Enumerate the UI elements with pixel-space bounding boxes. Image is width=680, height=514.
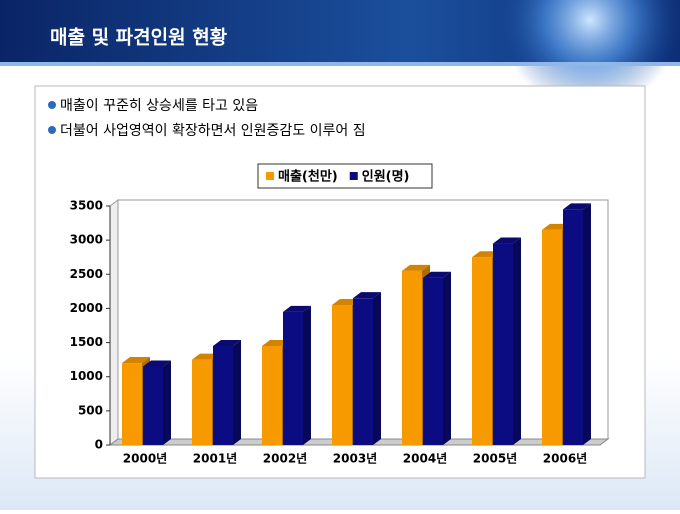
x-tick-label: 2006년: [543, 452, 587, 466]
legend-swatch: [266, 172, 274, 180]
y-tick-label: 3000: [70, 233, 103, 247]
bar: [563, 209, 583, 445]
bar-top: [493, 237, 521, 244]
x-tick-label: 2003년: [333, 452, 377, 466]
bar: [353, 298, 373, 445]
y-tick-label: 0: [95, 438, 103, 452]
chart: 0 500 1000 1500 2000 2500 3000 3500 2000년 2001년 20…: [70, 163, 610, 466]
bar-side: [163, 360, 171, 445]
bar-side: [443, 271, 451, 445]
bar-top: [283, 305, 311, 312]
legend-label: 매출(천만): [278, 169, 338, 185]
bar-top: [213, 339, 241, 346]
y-tick-label: 1000: [70, 369, 103, 383]
bullet-dot: [48, 126, 56, 134]
x-tick-label: 2002년: [263, 452, 307, 466]
bar: [402, 270, 422, 445]
bar-side: [583, 203, 591, 445]
bar-top: [402, 264, 430, 271]
bar-top: [423, 271, 451, 278]
bar: [472, 257, 492, 445]
bar: [192, 359, 212, 445]
bullet-text: 매출이 꾸준히 상승세를 타고 있음: [60, 98, 258, 114]
x-tick-label: 2004년: [403, 452, 447, 466]
y-tick-label: 2500: [70, 267, 103, 281]
legend-box: [257, 163, 433, 189]
bar: [262, 345, 282, 445]
side-wall: [109, 199, 119, 446]
bar-top: [563, 203, 591, 210]
bar: [213, 345, 233, 445]
bar: [332, 305, 352, 445]
bar-side: [513, 237, 521, 445]
bar-top: [143, 360, 171, 367]
legend-swatch: [349, 172, 358, 180]
bar: [542, 229, 562, 445]
bar-side: [373, 292, 381, 445]
y-tick-label: 2000: [70, 301, 103, 315]
bar-side: [233, 339, 241, 445]
header-title: 매출 및 파견인원 현황: [50, 26, 228, 49]
header-stripe: [0, 62, 680, 66]
bullet-dot: [48, 101, 56, 109]
x-tick-label: 2005년: [473, 452, 517, 466]
bar-top: [353, 292, 381, 299]
bar: [423, 277, 443, 445]
x-tick-label: 2000년: [123, 452, 167, 466]
y-tick-label: 3500: [70, 199, 103, 213]
bar: [143, 366, 163, 445]
x-tick-label: 2001년: [193, 452, 237, 466]
globe-glow: [500, 0, 680, 110]
bar-top: [122, 357, 150, 364]
y-tick-label: 500: [78, 403, 103, 417]
legend-label: 인원(명): [362, 169, 410, 185]
bar-side: [303, 305, 311, 445]
y-tick-label: 1500: [70, 335, 103, 349]
bullet-text: 더불어 사업영역이 확장하면서 인원증감도 이루어 짐: [60, 123, 366, 139]
bar: [283, 311, 303, 445]
bar: [122, 363, 142, 445]
bar: [493, 243, 513, 445]
